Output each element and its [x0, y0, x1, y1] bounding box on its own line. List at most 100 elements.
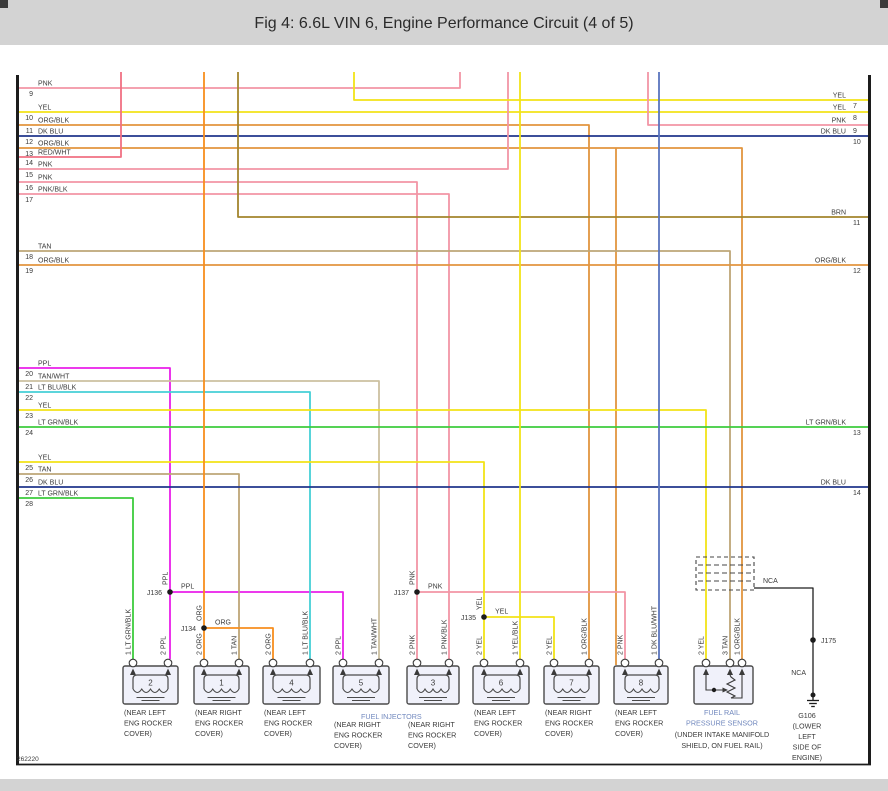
pressure-sensor-location: SHIELD, ON FUEL RAIL) [681, 741, 762, 750]
ground-location: ENGINE) [792, 753, 822, 762]
bottom-bar [0, 779, 888, 791]
pin-arrow-icon [703, 668, 709, 675]
pin-arrow-icon [201, 668, 207, 675]
wiper-arrow-icon [722, 687, 728, 693]
right-wire-number-8: 8 [853, 115, 857, 122]
pin-socket-icon [549, 658, 559, 668]
pin-socket-icon [701, 658, 711, 668]
pin-label-1: 1 TAN/WHT [372, 617, 379, 655]
injector-4-caption: (NEAR LEFT [264, 708, 307, 717]
pin-socket-icon [268, 658, 278, 668]
right-wire-color-label-12: ORG/BLK [815, 258, 846, 265]
solenoid-frame-icon [272, 674, 311, 689]
pin-socket-icon [412, 658, 422, 668]
left-wire-number-18: 18 [25, 254, 33, 261]
wire-tan-11 [19, 250, 731, 659]
right-wire-number-9: 9 [853, 128, 857, 135]
left-wire-color-label-9: PNK [38, 81, 53, 88]
ground-location: SIDE OF [793, 743, 822, 752]
pin-label-2: 2 YEL [477, 636, 484, 655]
injector-3-caption: ENG ROCKER [408, 731, 456, 740]
injector-number-4: 4 [289, 679, 294, 688]
pin-label-2: 2 PNK [618, 634, 625, 655]
wire-org-blk-2 [19, 124, 590, 659]
pin-label-2: 2 PPL [161, 636, 168, 655]
pin-socket-icon [444, 658, 454, 668]
splice-dot-j136 [167, 589, 173, 595]
left-wire-color-label-17: PNK/BLK [38, 187, 68, 194]
pin-arrow-icon [739, 668, 745, 675]
injector-4-caption: ENG ROCKER [264, 719, 312, 728]
pin-label-2: 2 PPL [336, 636, 343, 655]
right-wire-number-11: 11 [853, 220, 860, 227]
injector-number-7: 7 [569, 679, 574, 688]
pin-label-1: 1 DK BLU/WHT [652, 605, 659, 655]
injector-4-caption: COVER) [264, 729, 292, 738]
pin-arrow-icon [236, 668, 242, 675]
wire-nca-31 [754, 587, 814, 695]
injector-number-3: 3 [431, 679, 436, 688]
splice-wire-color-vertical: YEL [477, 597, 484, 610]
left-wire-number-25: 25 [25, 465, 33, 472]
pressure-sensor-box [693, 665, 754, 705]
left-wire-number-21: 21 [25, 384, 33, 391]
left-wire-color-label-11: ORG/BLK [38, 118, 69, 125]
wire-red-wht-6 [19, 72, 122, 158]
pin-socket-icon [163, 658, 173, 668]
injector-3-caption: (NEAR RIGHT [408, 720, 455, 729]
left-wire-number-12: 12 [25, 139, 33, 146]
left-wire-color-label-27: DK BLU [38, 480, 63, 487]
pin-socket-icon [479, 658, 489, 668]
left-wire-number-28: 28 [25, 501, 33, 508]
pin-arrow-icon [376, 668, 382, 675]
injector-number-2: 2 [148, 679, 153, 688]
pin-label-2: 2 ORG [197, 633, 204, 655]
splice-color-label: PPL [181, 584, 194, 591]
wire-lt-blu-blk-16 [19, 391, 311, 659]
coil-icon [416, 687, 450, 694]
pin-label-3: 3 TAN [723, 636, 730, 655]
pin-label-1: 1 ORG/BLK [582, 618, 589, 655]
pin-arrow-icon [551, 668, 557, 675]
coil-icon [342, 687, 380, 694]
left-wire-color-label-14: RED/WHT [38, 150, 71, 157]
right-wire-color-label-11: BRN [831, 210, 846, 217]
pin-label-2: 2 ORG [266, 633, 273, 655]
pin-socket-icon [654, 658, 664, 668]
injector-8-caption: ENG ROCKER [615, 719, 663, 728]
splice-color-label: ORG [215, 620, 231, 627]
pin-arrow-icon [622, 668, 628, 675]
left-wire-number-23: 23 [25, 413, 33, 420]
left-wire-number-24: 24 [25, 430, 33, 437]
injector-8-caption: (NEAR LEFT [615, 708, 658, 717]
wire-yel-17 [19, 409, 707, 659]
right-wire-color-label-10: DK BLU [821, 129, 846, 136]
left-wire-color-label-22: LT BLU/BLK [38, 385, 77, 392]
splice-wire-color-vertical: ORG [197, 605, 204, 621]
injector-number-8: 8 [639, 679, 644, 688]
pin-label-1: 1 LT GRN/BLK [126, 609, 133, 655]
injector-2-caption: (NEAR LEFT [124, 708, 167, 717]
pin-arrow-icon [481, 668, 487, 675]
solenoid-frame-icon [624, 674, 660, 689]
splice-dot-j135 [481, 614, 487, 620]
left-wire-color-label-21: TAN/WHT [38, 374, 70, 381]
splice-dot-j175 [810, 637, 816, 643]
injector-7-caption: (NEAR RIGHT [545, 708, 592, 717]
shield-dashed-box-icon [695, 556, 755, 591]
pin-label-1: 1 ORG/BLK [735, 618, 742, 655]
pressure-sensor-name: PRESSURE SENSOR [686, 719, 758, 728]
wire-brn-26 [237, 72, 868, 218]
splice-id-j134: J134 [181, 626, 196, 633]
pin-socket-icon [128, 658, 138, 668]
right-wire-number-7: 7 [853, 103, 857, 110]
right-wire-number-14: 14 [853, 490, 861, 497]
wire-tan-21 [19, 473, 240, 659]
wire-yel-20 [484, 616, 555, 659]
left-wire-color-label-25: YEL [38, 455, 51, 462]
left-wire-number-26: 26 [25, 477, 33, 484]
pin-arrow-icon [165, 668, 171, 675]
left-wire-color-label-20: PPL [38, 361, 51, 368]
pin-arrow-icon [446, 668, 452, 675]
